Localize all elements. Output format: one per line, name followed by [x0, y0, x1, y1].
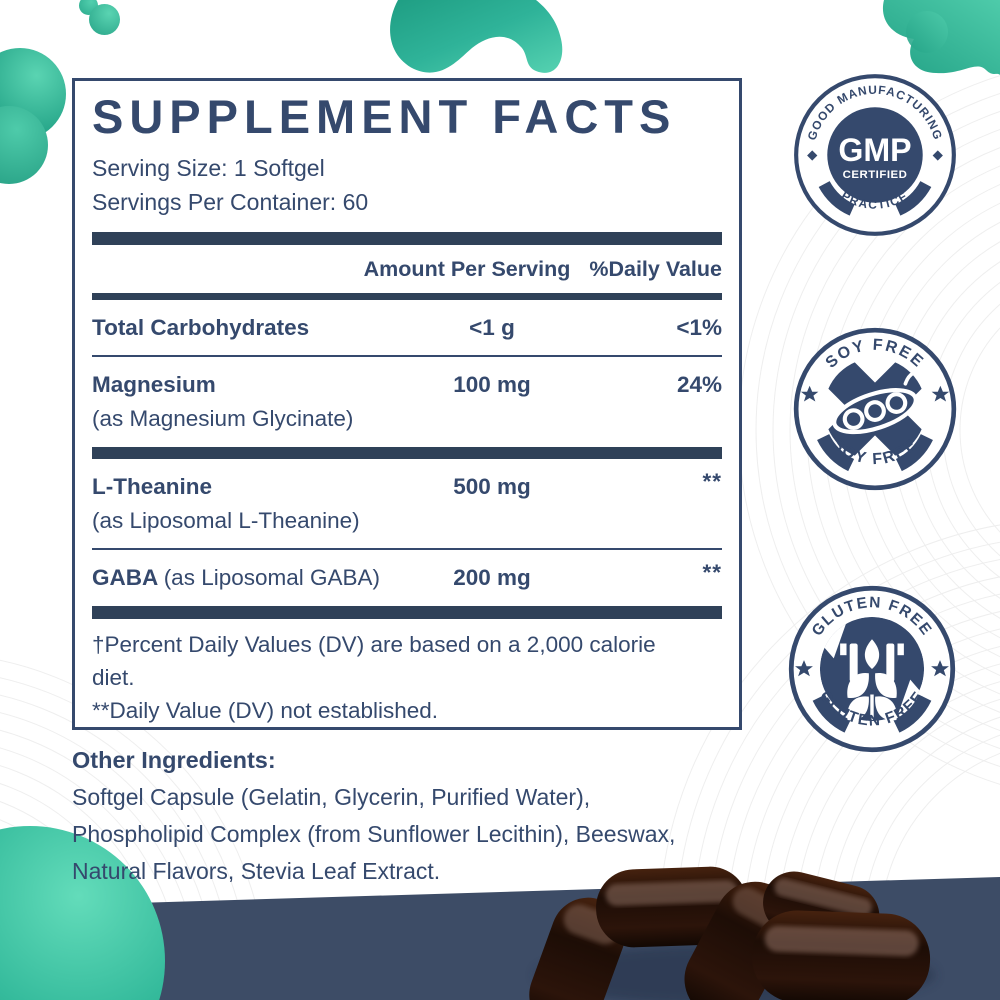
column-daily-value: %Daily Value	[589, 256, 722, 281]
table-row: L-Theanine 500 mg **	[92, 468, 722, 502]
footnotes: †Percent Daily Values (DV) are based on …	[92, 628, 722, 727]
table-row: GABA (as Liposomal GABA) 200 mg **	[92, 559, 722, 593]
gmp-center-text: GMP	[838, 132, 911, 168]
nutrient-daily-value: 24%	[676, 371, 722, 397]
gluten-free-badge: GLUTEN FREE GLUTEN FREE	[788, 585, 956, 753]
divider-thin	[92, 547, 722, 550]
nutrient-daily-value: **	[702, 468, 722, 494]
footnote-daily-value: †Percent Daily Values (DV) are based on …	[92, 631, 656, 690]
nutrient-name: GABA (as Liposomal GABA)	[92, 564, 381, 590]
divider-medium	[92, 292, 722, 300]
divider-thick	[92, 231, 722, 245]
other-ingredients-body: Softgel Capsule (Gelatin, Glycerin, Puri…	[72, 784, 676, 884]
other-ingredients-section: Other Ingredients: Softgel Capsule (Gela…	[72, 744, 732, 890]
nutrient-daily-value: <1%	[676, 314, 722, 340]
column-amount-per-serving: Amount Per Serving	[363, 256, 571, 281]
other-ingredients-heading: Other Ingredients:	[72, 747, 276, 773]
divider-thin	[92, 354, 722, 357]
gmp-certified-text: CERTIFIED	[843, 169, 908, 181]
teal-blob-small-icon	[89, 4, 120, 35]
servings-per-container: Servings Per Container: 60	[92, 188, 369, 215]
nutrient-name: Total Carbohydrates	[92, 314, 310, 340]
nutrient-source: (as Magnesium Glycinate)	[92, 405, 354, 431]
nutrient-amount: 100 mg	[453, 371, 531, 397]
nutrient-source: (as Liposomal GABA)	[163, 564, 381, 590]
supplement-facts-panel: SUPPLEMENT FACTS Serving Size: 1 Softgel…	[72, 78, 742, 730]
nutrient-amount: 200 mg	[453, 564, 531, 590]
serving-size: Serving Size: 1 Softgel	[92, 154, 325, 181]
nutrient-name: Magnesium	[92, 371, 216, 397]
table-row: Magnesium 100 mg 24%	[92, 370, 722, 400]
nutrient-name: L-Theanine	[92, 473, 213, 499]
nutrient-daily-value: **	[702, 559, 722, 585]
table-header: Amount Per Serving %Daily Value	[92, 257, 722, 282]
gmp-certified-badge: GMP CERTIFIED GOOD MANUFACTURING PRACTIC…	[794, 74, 956, 236]
footnote-not-established: **Daily Value (DV) not established.	[92, 697, 439, 723]
soy-free-badge: SOY FREE SOY FREE	[793, 327, 957, 491]
nutrient-amount: 500 mg	[453, 473, 531, 499]
panel-title: SUPPLEMENT FACTS	[92, 90, 677, 143]
divider-thick	[92, 605, 722, 619]
nutrient-source: (as Liposomal L-Theanine)	[92, 507, 360, 533]
table-row: Total Carbohydrates <1 g <1%	[92, 313, 722, 343]
divider-thick	[92, 446, 722, 459]
nutrient-amount: <1 g	[469, 314, 515, 340]
